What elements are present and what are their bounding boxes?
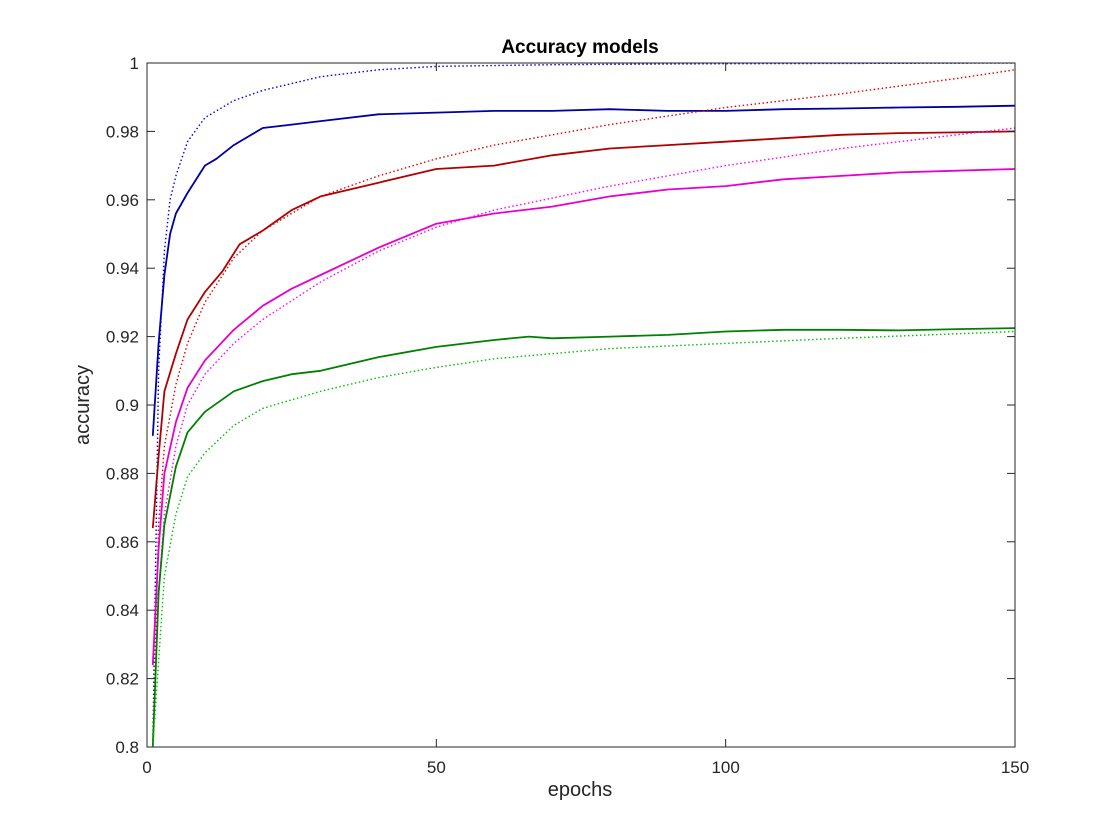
y-tick-label: 1 <box>130 54 139 73</box>
x-axis-label: epochs <box>548 779 613 801</box>
x-tick-label: 150 <box>1001 758 1029 777</box>
chart-title: Accuracy models <box>501 37 658 58</box>
series-line-solid <box>151 327 1015 747</box>
series-line-solid <box>151 168 1015 665</box>
y-tick-label: 0.92 <box>106 328 139 347</box>
y-tick-label: 0.86 <box>106 533 139 552</box>
x-tick-label: 100 <box>711 758 739 777</box>
series-layer <box>151 63 1015 747</box>
y-tick-label: 0.84 <box>106 601 139 620</box>
series-line-dotted <box>152 63 1015 747</box>
tick-layer: 0 50 100 150 0.8 0.82 0.84 0.86 0.88 0.9 0.92 0.94 0… <box>106 54 1029 777</box>
y-tick-label: 0.82 <box>106 670 139 689</box>
y-tick-label: 0.9 <box>115 396 139 415</box>
series-line-dotted <box>152 127 1015 747</box>
y-tick-label: 0.88 <box>106 464 139 483</box>
y-axis-label: accuracy <box>72 365 94 445</box>
series-line-solid <box>151 104 1015 436</box>
y-tick-label: 0.98 <box>106 122 139 141</box>
y-tick-label: 0.8 <box>115 738 139 757</box>
plot-area <box>147 63 1015 747</box>
y-tick-label: 0.96 <box>106 191 139 210</box>
x-tick-label: 50 <box>427 758 446 777</box>
x-tick-label: 0 <box>142 758 151 777</box>
y-tick-label: 0.94 <box>106 259 139 278</box>
series-line-solid <box>151 130 1015 529</box>
